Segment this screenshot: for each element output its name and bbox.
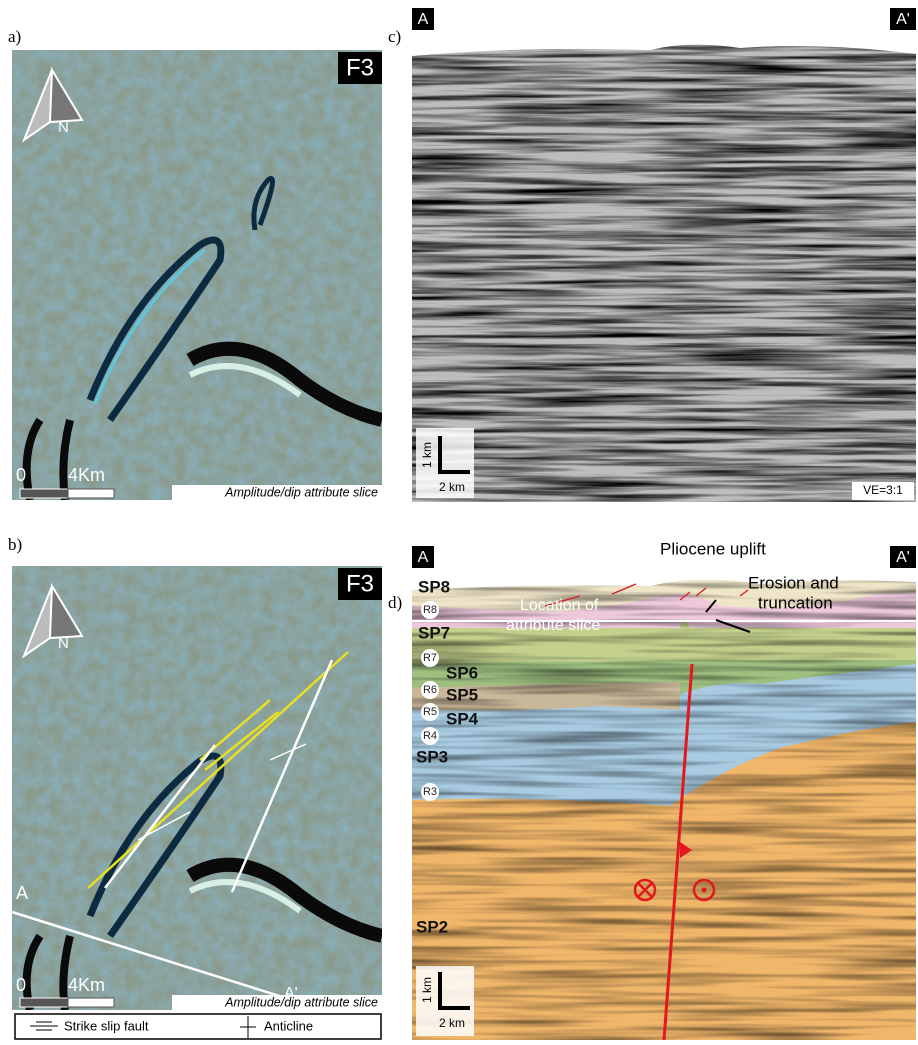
scale-bar [68, 998, 114, 1007]
badge-text: F3 [346, 54, 374, 81]
horizon-label: R3 [423, 786, 437, 798]
horizon-label: R5 [423, 706, 437, 718]
caption: Amplitude/dip attribute slice [224, 485, 378, 499]
seismic-image [412, 44, 916, 502]
badge-text: F3 [346, 570, 374, 597]
panel-label: d) [388, 593, 402, 612]
annotation: Pliocene uplift [660, 539, 766, 558]
unit-label: SP4 [446, 709, 479, 728]
scale-label: 1 km [420, 442, 434, 468]
scale-bar [20, 489, 68, 498]
section-label: A [418, 549, 429, 566]
legend-label: Strike slip fault [64, 1018, 149, 1033]
unit-label: SP2 [416, 917, 448, 936]
scale-bar [68, 489, 114, 498]
scale-label: 0 [16, 975, 26, 995]
scale-label: 0 [16, 465, 26, 485]
scale-label: 2 km [439, 1016, 465, 1030]
caption: Amplitude/dip attribute slice [224, 995, 378, 1009]
north-label: N [58, 119, 69, 136]
out-of-page-symbol [702, 888, 707, 893]
north-label: N [58, 635, 69, 652]
horizon-label: R7 [423, 652, 437, 664]
horizon-label: R8 [423, 604, 437, 616]
section-label: A [418, 11, 429, 28]
panel-label: a) [8, 27, 21, 46]
panel-label: b) [8, 535, 22, 554]
section-label: A' [896, 549, 910, 566]
unit-label: SP5 [446, 685, 478, 704]
unit-label: SP8 [418, 577, 450, 596]
annotation: truncation [758, 593, 833, 612]
legend-label: Anticline [264, 1018, 313, 1033]
scale-label: 1 km [420, 977, 434, 1003]
unit-label: SP7 [418, 623, 450, 642]
figure: a) F3 N 0 4Km Amplitude/dip attribute sl… [0, 0, 918, 1040]
horizon-label: R4 [423, 730, 437, 742]
scale-label: 2 km [439, 480, 465, 494]
annotation: Erosion and [748, 573, 839, 592]
annotation: attribute slice [506, 617, 600, 634]
scale-bar [20, 998, 68, 1007]
unit-label: SP3 [416, 747, 448, 766]
annotation: Location of [520, 597, 599, 614]
exaggeration-label: VE=3:1 [863, 483, 903, 497]
scale-label: 4Km [68, 975, 105, 995]
interpreted-section [412, 579, 916, 1040]
scale-label: 4Km [68, 465, 105, 485]
section-label: A' [896, 11, 910, 28]
unit-label: SP6 [446, 663, 478, 682]
section-label: A [16, 883, 28, 903]
horizon-label: R6 [423, 684, 437, 696]
page: a) F3 N 0 4Km Amplitude/dip attribute sl… [0, 0, 918, 1040]
panel-label: c) [388, 27, 401, 46]
